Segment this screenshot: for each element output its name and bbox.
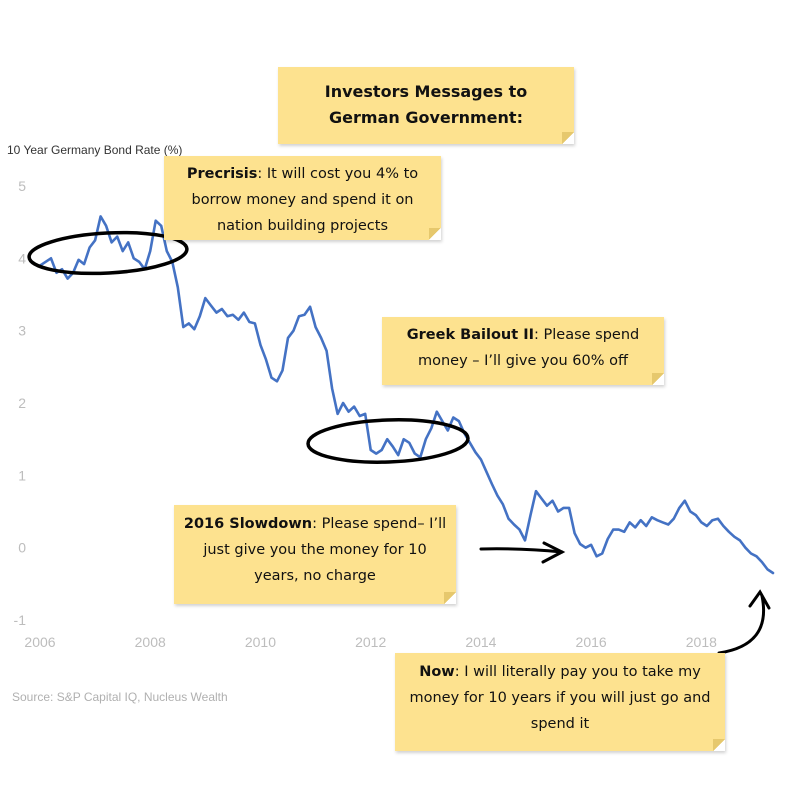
precrisis-circle [27, 230, 189, 276]
y-tick-label: 5 [18, 178, 26, 194]
slowdown-text: : Please spend– I’ll just give you the m… [203, 516, 447, 584]
x-tick-label: 2006 [24, 634, 55, 650]
y-tick-label: -1 [14, 612, 27, 628]
x-tick-label: 2014 [465, 634, 496, 650]
now-heading: Now [419, 664, 455, 680]
source-text: Source: S&P Capital IQ, Nucleus Wealth [12, 690, 228, 704]
bond-rate-line [38, 215, 775, 575]
greek-bailout-note: Greek Bailout II: Please spend money – I… [382, 317, 664, 385]
slowdown-arrow [479, 547, 564, 554]
slowdown-arrowhead [541, 541, 566, 564]
y-tick-label: 3 [18, 323, 26, 339]
title-line-2: German Government: [329, 108, 523, 127]
x-tick-label: 2008 [135, 634, 166, 650]
x-tick-label: 2018 [686, 634, 717, 650]
y-tick-label: 1 [18, 467, 26, 483]
title-note: Investors Messages to German Government: [278, 67, 574, 144]
greek-bailout-heading: Greek Bailout II [406, 327, 534, 343]
y-tick-label: 2 [18, 395, 26, 411]
now-text: : I will literally pay you to take my mo… [409, 664, 711, 732]
x-tick-label: 2016 [576, 634, 607, 650]
now-arrow [717, 594, 765, 655]
greek-bailout-circle [306, 418, 470, 464]
now-note: Now: I will literally pay you to take my… [395, 653, 725, 751]
y-axis-label: 10 Year Germany Bond Rate (%) [7, 143, 183, 157]
y-tick-label: 0 [18, 540, 26, 556]
x-tick-label: 2010 [245, 634, 276, 650]
slowdown-heading: 2016 Slowdown [183, 516, 313, 532]
now-arrowhead [748, 589, 771, 610]
y-tick-label: 4 [18, 250, 26, 266]
slowdown-note: 2016 Slowdown: Please spend– I’ll just g… [174, 505, 456, 604]
precrisis-heading: Precrisis [186, 166, 258, 182]
precrisis-text: : It will cost you 4% to borrow money an… [191, 166, 419, 234]
x-tick-label: 2012 [355, 634, 386, 650]
greek-bailout-text: : Please spend money – I’ll give you 60%… [417, 327, 640, 369]
title-line-1: Investors Messages to [324, 82, 528, 101]
precrisis-note: Precrisis: It will cost you 4% to borrow… [164, 156, 441, 240]
